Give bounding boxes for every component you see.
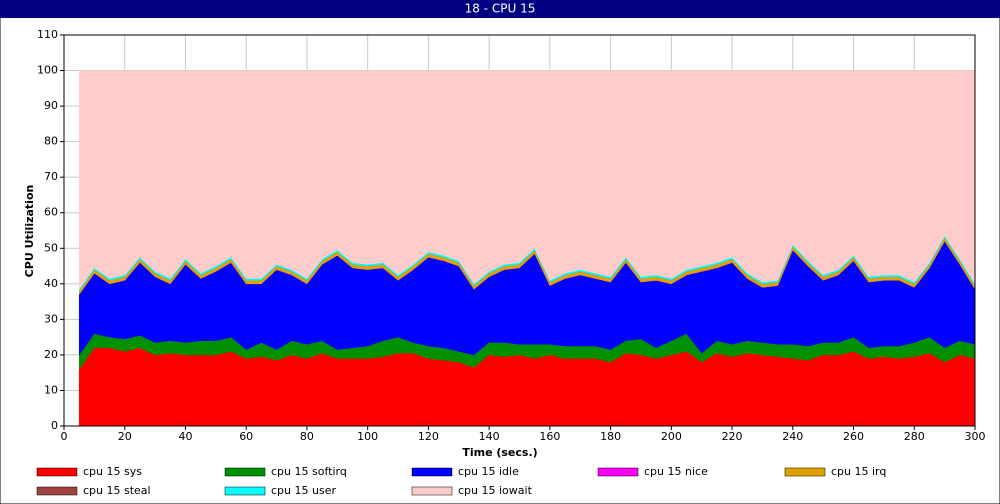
legend-swatch <box>784 467 826 477</box>
legend-label: cpu 15 idle <box>458 465 519 478</box>
y-tick-label: 100 <box>37 64 58 77</box>
legend-swatch <box>36 486 78 496</box>
legend-swatch <box>411 486 453 496</box>
y-tick-label: 90 <box>44 99 58 112</box>
plot-border <box>63 34 976 427</box>
legend-swatch <box>411 467 453 477</box>
y-axis-label: CPU Utilization <box>23 185 36 278</box>
legend-label: cpu 15 user <box>271 484 336 497</box>
x-tick-label: 40 <box>178 430 192 443</box>
y-tick-label: 30 <box>44 312 58 325</box>
title-bar <box>0 0 1000 18</box>
x-tick-label: 0 <box>61 430 68 443</box>
x-tick-label: 60 <box>239 430 253 443</box>
y-tick-label: 80 <box>44 135 58 148</box>
y-tick-label: 70 <box>44 170 58 183</box>
chart-title: 18 - CPU 15 <box>465 2 536 16</box>
legend-swatch <box>224 486 266 496</box>
x-tick-label: 120 <box>418 430 439 443</box>
y-tick-label: 110 <box>37 28 58 41</box>
legend-label: cpu 15 iowait <box>458 484 533 497</box>
legend-swatch <box>224 467 266 477</box>
legend-label: cpu 15 nice <box>644 465 708 478</box>
legend-swatch <box>597 467 639 477</box>
y-tick-label: 60 <box>44 206 58 219</box>
x-tick-label: 200 <box>661 430 682 443</box>
y-tick-label: 0 <box>51 419 58 432</box>
legend-label: cpu 15 steal <box>83 484 151 497</box>
x-tick-label: 240 <box>782 430 803 443</box>
y-tick-label: 50 <box>44 241 58 254</box>
x-tick-label: 220 <box>722 430 743 443</box>
y-tick-label: 10 <box>44 383 58 396</box>
legend-label: cpu 15 sys <box>83 465 142 478</box>
x-tick-label: 140 <box>479 430 500 443</box>
y-tick-label: 20 <box>44 348 58 361</box>
x-tick-label: 20 <box>118 430 132 443</box>
x-tick-label: 300 <box>965 430 986 443</box>
x-tick-label: 100 <box>357 430 378 443</box>
legend-label: cpu 15 irq <box>831 465 886 478</box>
x-tick-label: 160 <box>539 430 560 443</box>
x-tick-label: 260 <box>843 430 864 443</box>
area <box>78 347 976 427</box>
x-axis-label: Time (secs.) <box>462 446 537 459</box>
x-tick-label: 180 <box>600 430 621 443</box>
legend-label: cpu 15 softirq <box>271 465 347 478</box>
legend-swatch <box>36 467 78 477</box>
x-tick-label: 280 <box>904 430 925 443</box>
x-tick-label: 80 <box>300 430 314 443</box>
y-tick-label: 40 <box>44 277 58 290</box>
